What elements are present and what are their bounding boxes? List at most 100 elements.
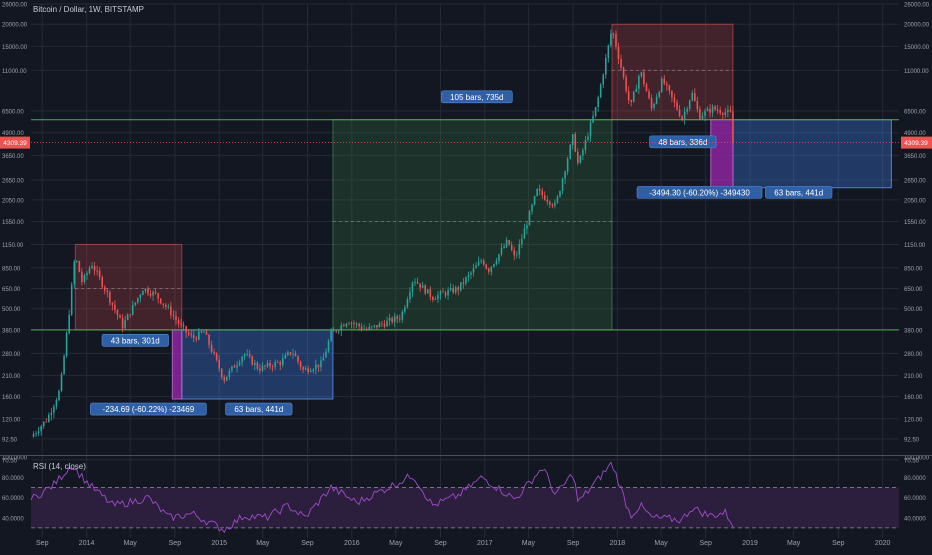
candle-body xyxy=(264,365,266,367)
candle-body xyxy=(470,272,472,275)
x-tick: 2017 xyxy=(477,540,493,547)
candle-body xyxy=(248,354,251,357)
zone-drop-projection xyxy=(710,119,734,189)
candle-body xyxy=(162,303,165,305)
chart-title: Bitcoin / Dollar, 1W, BITSTAMP xyxy=(33,5,144,14)
candle-body xyxy=(65,333,68,356)
rsi-panel xyxy=(30,461,899,534)
candle-body xyxy=(429,289,432,298)
candle-body xyxy=(658,91,660,97)
candle-body xyxy=(531,204,533,212)
candle-body xyxy=(269,362,271,367)
candle-body xyxy=(276,362,279,363)
candle-body xyxy=(465,277,467,284)
candle-body xyxy=(490,266,493,272)
x-tick: May xyxy=(522,540,536,547)
last-price-tag-left xyxy=(0,136,30,149)
candle-body xyxy=(365,329,368,330)
candle-body xyxy=(137,297,139,303)
candle-body xyxy=(121,317,124,329)
candle-body xyxy=(75,261,78,262)
candle-body xyxy=(220,368,223,378)
candle-body xyxy=(304,368,307,370)
candle-body xyxy=(711,106,714,113)
y-tick-right: 120.00 xyxy=(904,417,923,423)
x-tick: 2018 xyxy=(610,540,626,547)
candle-body xyxy=(243,354,246,357)
candle-body xyxy=(485,264,488,269)
candle-body xyxy=(691,93,694,101)
x-tick: May xyxy=(124,540,138,547)
candle-body xyxy=(472,268,475,273)
x-tick: May xyxy=(256,540,270,547)
candle-body xyxy=(518,244,521,255)
y-tick-left: 120.00 xyxy=(2,417,21,423)
candle-body xyxy=(543,195,546,200)
candle-body xyxy=(63,355,65,375)
candle-body xyxy=(571,134,574,145)
candle-body xyxy=(383,323,386,327)
candle-body xyxy=(625,77,627,92)
candle-body xyxy=(454,287,457,293)
candle-body xyxy=(96,270,98,272)
horizontal-levels xyxy=(31,119,899,331)
y-tick-left: 6500.00 xyxy=(2,109,24,115)
candle-body xyxy=(620,58,622,68)
y-tick-left: 650.00 xyxy=(2,287,21,293)
candle-body xyxy=(452,287,454,293)
candle-body xyxy=(561,178,564,191)
y-tick-left: 3650.00 xyxy=(2,154,24,160)
x-tick: Sep xyxy=(567,540,580,547)
candle-body xyxy=(577,151,579,163)
candle-body xyxy=(666,83,668,86)
rsi-tick-right: 80.0000 xyxy=(904,476,926,482)
candle-body xyxy=(353,322,355,324)
candle-body xyxy=(167,306,170,308)
candle-body xyxy=(398,318,401,320)
y-tick-right: 280.00 xyxy=(904,352,923,358)
candle-body xyxy=(157,293,159,299)
candle-body xyxy=(442,291,444,293)
last-price-text-right: 4309.39 xyxy=(904,140,928,147)
candle-body xyxy=(536,188,538,196)
candle-body xyxy=(663,78,666,84)
rsi-tick-left: 80.0000 xyxy=(2,476,24,482)
y-tick-left: 92.50 xyxy=(2,437,18,443)
candle-body xyxy=(640,72,643,77)
candle-body xyxy=(421,285,424,288)
rsi-tick-left: 60.0000 xyxy=(2,496,24,502)
candle-body xyxy=(368,326,371,330)
candle-body xyxy=(320,360,322,368)
candle-body xyxy=(406,299,409,308)
rsi-tick-left: 40.0000 xyxy=(2,516,24,522)
candle-body xyxy=(360,326,363,330)
candle-body xyxy=(627,91,630,100)
y-tick-right: 650.00 xyxy=(904,287,923,293)
candle-body xyxy=(55,400,58,407)
x-tick: Sep xyxy=(832,540,845,547)
candle-body xyxy=(40,426,42,432)
y-tick-right: 160.00 xyxy=(904,395,923,401)
zone-accumulation-projection xyxy=(732,119,892,189)
candle-body xyxy=(732,111,734,143)
candle-body xyxy=(447,290,449,296)
y-tick-left: 26000.00 xyxy=(2,3,28,9)
candle-body xyxy=(414,282,416,283)
x-tick: May xyxy=(787,540,801,547)
candle-body xyxy=(325,351,327,358)
candle-body xyxy=(233,366,236,368)
candle-body xyxy=(282,358,284,365)
candle-body xyxy=(622,67,625,78)
candle-body xyxy=(327,341,330,352)
x-tick: May xyxy=(654,540,668,547)
candle-body xyxy=(564,171,566,179)
candle-body xyxy=(299,361,302,368)
candle-body xyxy=(592,115,594,123)
candle-body xyxy=(541,190,543,196)
candle-body xyxy=(714,106,716,110)
candle-body xyxy=(388,317,391,321)
candle-body xyxy=(556,196,559,203)
candle-body xyxy=(528,211,531,226)
candle-body xyxy=(709,108,711,113)
